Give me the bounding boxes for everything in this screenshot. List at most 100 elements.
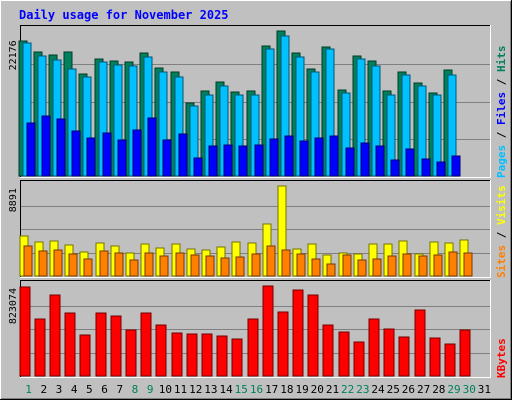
bar-kbytes-day-11 xyxy=(171,332,183,377)
x-tick-label-5: 5 xyxy=(86,383,93,396)
x-tick-label-17: 17 xyxy=(265,383,278,396)
x-tick-label-24: 24 xyxy=(371,383,385,396)
legend-entry-sites: Sites xyxy=(495,245,508,278)
bar-pages-day-23 xyxy=(360,142,370,177)
legend-entry-hits: Hits xyxy=(495,46,508,73)
bar-kbytes-day-22 xyxy=(338,331,350,377)
y-axis-max-label: 8891 xyxy=(8,188,19,212)
bar-kbytes-day-15 xyxy=(231,338,243,377)
bar-sites-day-8 xyxy=(129,259,139,277)
legend-separator: / xyxy=(495,125,508,145)
bar-sites-day-29 xyxy=(448,251,458,277)
bar-pages-day-26 xyxy=(405,148,415,177)
x-tick-label-6: 6 xyxy=(101,383,108,396)
bar-kbytes-day-24 xyxy=(368,318,380,377)
panel-visits-sites: 8891 Sites / Visits xyxy=(8,180,508,278)
bar-sites-day-1 xyxy=(23,245,33,277)
bar-pages-day-5 xyxy=(86,137,96,177)
bar-pages-day-2 xyxy=(41,115,51,177)
bar-kbytes-day-23 xyxy=(353,341,365,377)
bar-sites-day-6 xyxy=(99,250,109,277)
bar-pages-day-12 xyxy=(193,157,203,177)
x-tick-label-21: 21 xyxy=(326,383,339,396)
bar-sites-day-4 xyxy=(68,253,78,277)
bar-kbytes-day-6 xyxy=(95,312,107,377)
bar-sites-day-20 xyxy=(311,258,321,277)
y-axis-max-label: 22176 xyxy=(8,40,19,70)
panel-hits-files-pages: 22176 Pages / Files / Hits xyxy=(8,25,508,178)
bar-sites-day-11 xyxy=(175,252,185,277)
bar-sites-day-16 xyxy=(251,253,261,277)
bar-kbytes-day-30 xyxy=(459,329,471,377)
x-tick-label-9: 9 xyxy=(147,383,154,396)
bar-kbytes-day-25 xyxy=(383,328,395,377)
bar-kbytes-day-26 xyxy=(398,336,410,377)
bar-sites-day-26 xyxy=(402,253,412,277)
bar-kbytes-day-20 xyxy=(307,294,319,377)
legend-kbytes: KBytes xyxy=(495,338,508,378)
bar-kbytes-day-8 xyxy=(125,329,137,377)
x-tick-label-19: 19 xyxy=(295,383,308,396)
bar-kbytes-day-19 xyxy=(292,289,304,377)
bar-sites-day-27 xyxy=(418,255,428,277)
bar-kbytes-day-1 xyxy=(19,286,31,377)
bar-kbytes-day-14 xyxy=(216,335,228,377)
y-axis-max-label: 823074 xyxy=(8,288,19,324)
x-tick-label-3: 3 xyxy=(56,383,63,396)
bar-pages-day-28 xyxy=(436,161,446,177)
bar-kbytes-day-16 xyxy=(247,318,259,377)
legend-hits-files-pages: Pages / Files / Hits xyxy=(495,46,508,179)
legend-entry-visits: Visits xyxy=(495,185,508,225)
legend-separator: / xyxy=(495,225,508,245)
bar-pages-day-25 xyxy=(390,159,400,177)
legend-entry-pages: Pages xyxy=(495,145,508,178)
bar-pages-day-14 xyxy=(223,144,233,177)
bar-kbytes-day-5 xyxy=(79,334,91,377)
x-tick-label-15: 15 xyxy=(235,383,248,396)
x-tick-label-12: 12 xyxy=(189,383,202,396)
legend-entry-files: Files xyxy=(495,92,508,125)
x-tick-label-20: 20 xyxy=(311,383,324,396)
bar-pages-day-16 xyxy=(254,144,264,177)
legend-entry-kbytes: KBytes xyxy=(495,338,508,378)
bar-sites-day-18 xyxy=(281,249,291,277)
bar-pages-day-24 xyxy=(375,145,385,177)
bar-kbytes-day-29 xyxy=(444,343,456,377)
bar-pages-day-4 xyxy=(71,130,81,177)
bar-kbytes-day-13 xyxy=(201,333,213,377)
bar-pages-day-18 xyxy=(284,135,294,177)
bar-sites-day-10 xyxy=(159,255,169,277)
x-tick-label-31: 31 xyxy=(478,383,491,396)
x-tick-label-11: 11 xyxy=(174,383,187,396)
bar-pages-day-11 xyxy=(178,133,188,177)
chart-title: Daily usage for November 2025 xyxy=(19,8,229,22)
bar-kbytes-day-7 xyxy=(110,315,122,377)
legend-visits-sites: Sites / Visits xyxy=(495,185,508,278)
bar-kbytes-day-10 xyxy=(155,324,167,377)
x-tick-label-2: 2 xyxy=(40,383,47,396)
bar-kbytes-day-2 xyxy=(34,318,46,377)
bar-sites-day-13 xyxy=(205,255,215,277)
bar-kbytes-day-4 xyxy=(64,312,76,377)
bar-pages-day-1 xyxy=(26,122,36,177)
bar-kbytes-day-21 xyxy=(322,324,334,377)
bar-pages-day-9 xyxy=(147,117,157,177)
x-tick-label-27: 27 xyxy=(417,383,430,396)
x-tick-label-23: 23 xyxy=(356,383,369,396)
bar-pages-day-7 xyxy=(117,139,127,177)
x-tick-label-22: 22 xyxy=(341,383,354,396)
x-tick-label-13: 13 xyxy=(204,383,217,396)
bar-pages-day-22 xyxy=(345,147,355,177)
x-tick-labels: 1 2 3 4 5 6 7 8 9 10 11 12 13 14 15 16 17 18 19 20 21 22 23 24 2… xyxy=(25,383,491,396)
bar-sites-day-25 xyxy=(387,255,397,277)
x-tick-label-29: 29 xyxy=(447,383,460,396)
x-tick-label-18: 18 xyxy=(280,383,293,396)
bar-kbytes-day-17 xyxy=(262,285,274,377)
bar-pages-day-17 xyxy=(269,138,279,177)
bar-sites-day-5 xyxy=(83,258,93,277)
bar-pages-day-29 xyxy=(451,155,461,177)
bar-pages-day-21 xyxy=(329,135,339,177)
bar-sites-day-17 xyxy=(266,245,276,277)
bar-kbytes-day-27 xyxy=(414,309,426,377)
